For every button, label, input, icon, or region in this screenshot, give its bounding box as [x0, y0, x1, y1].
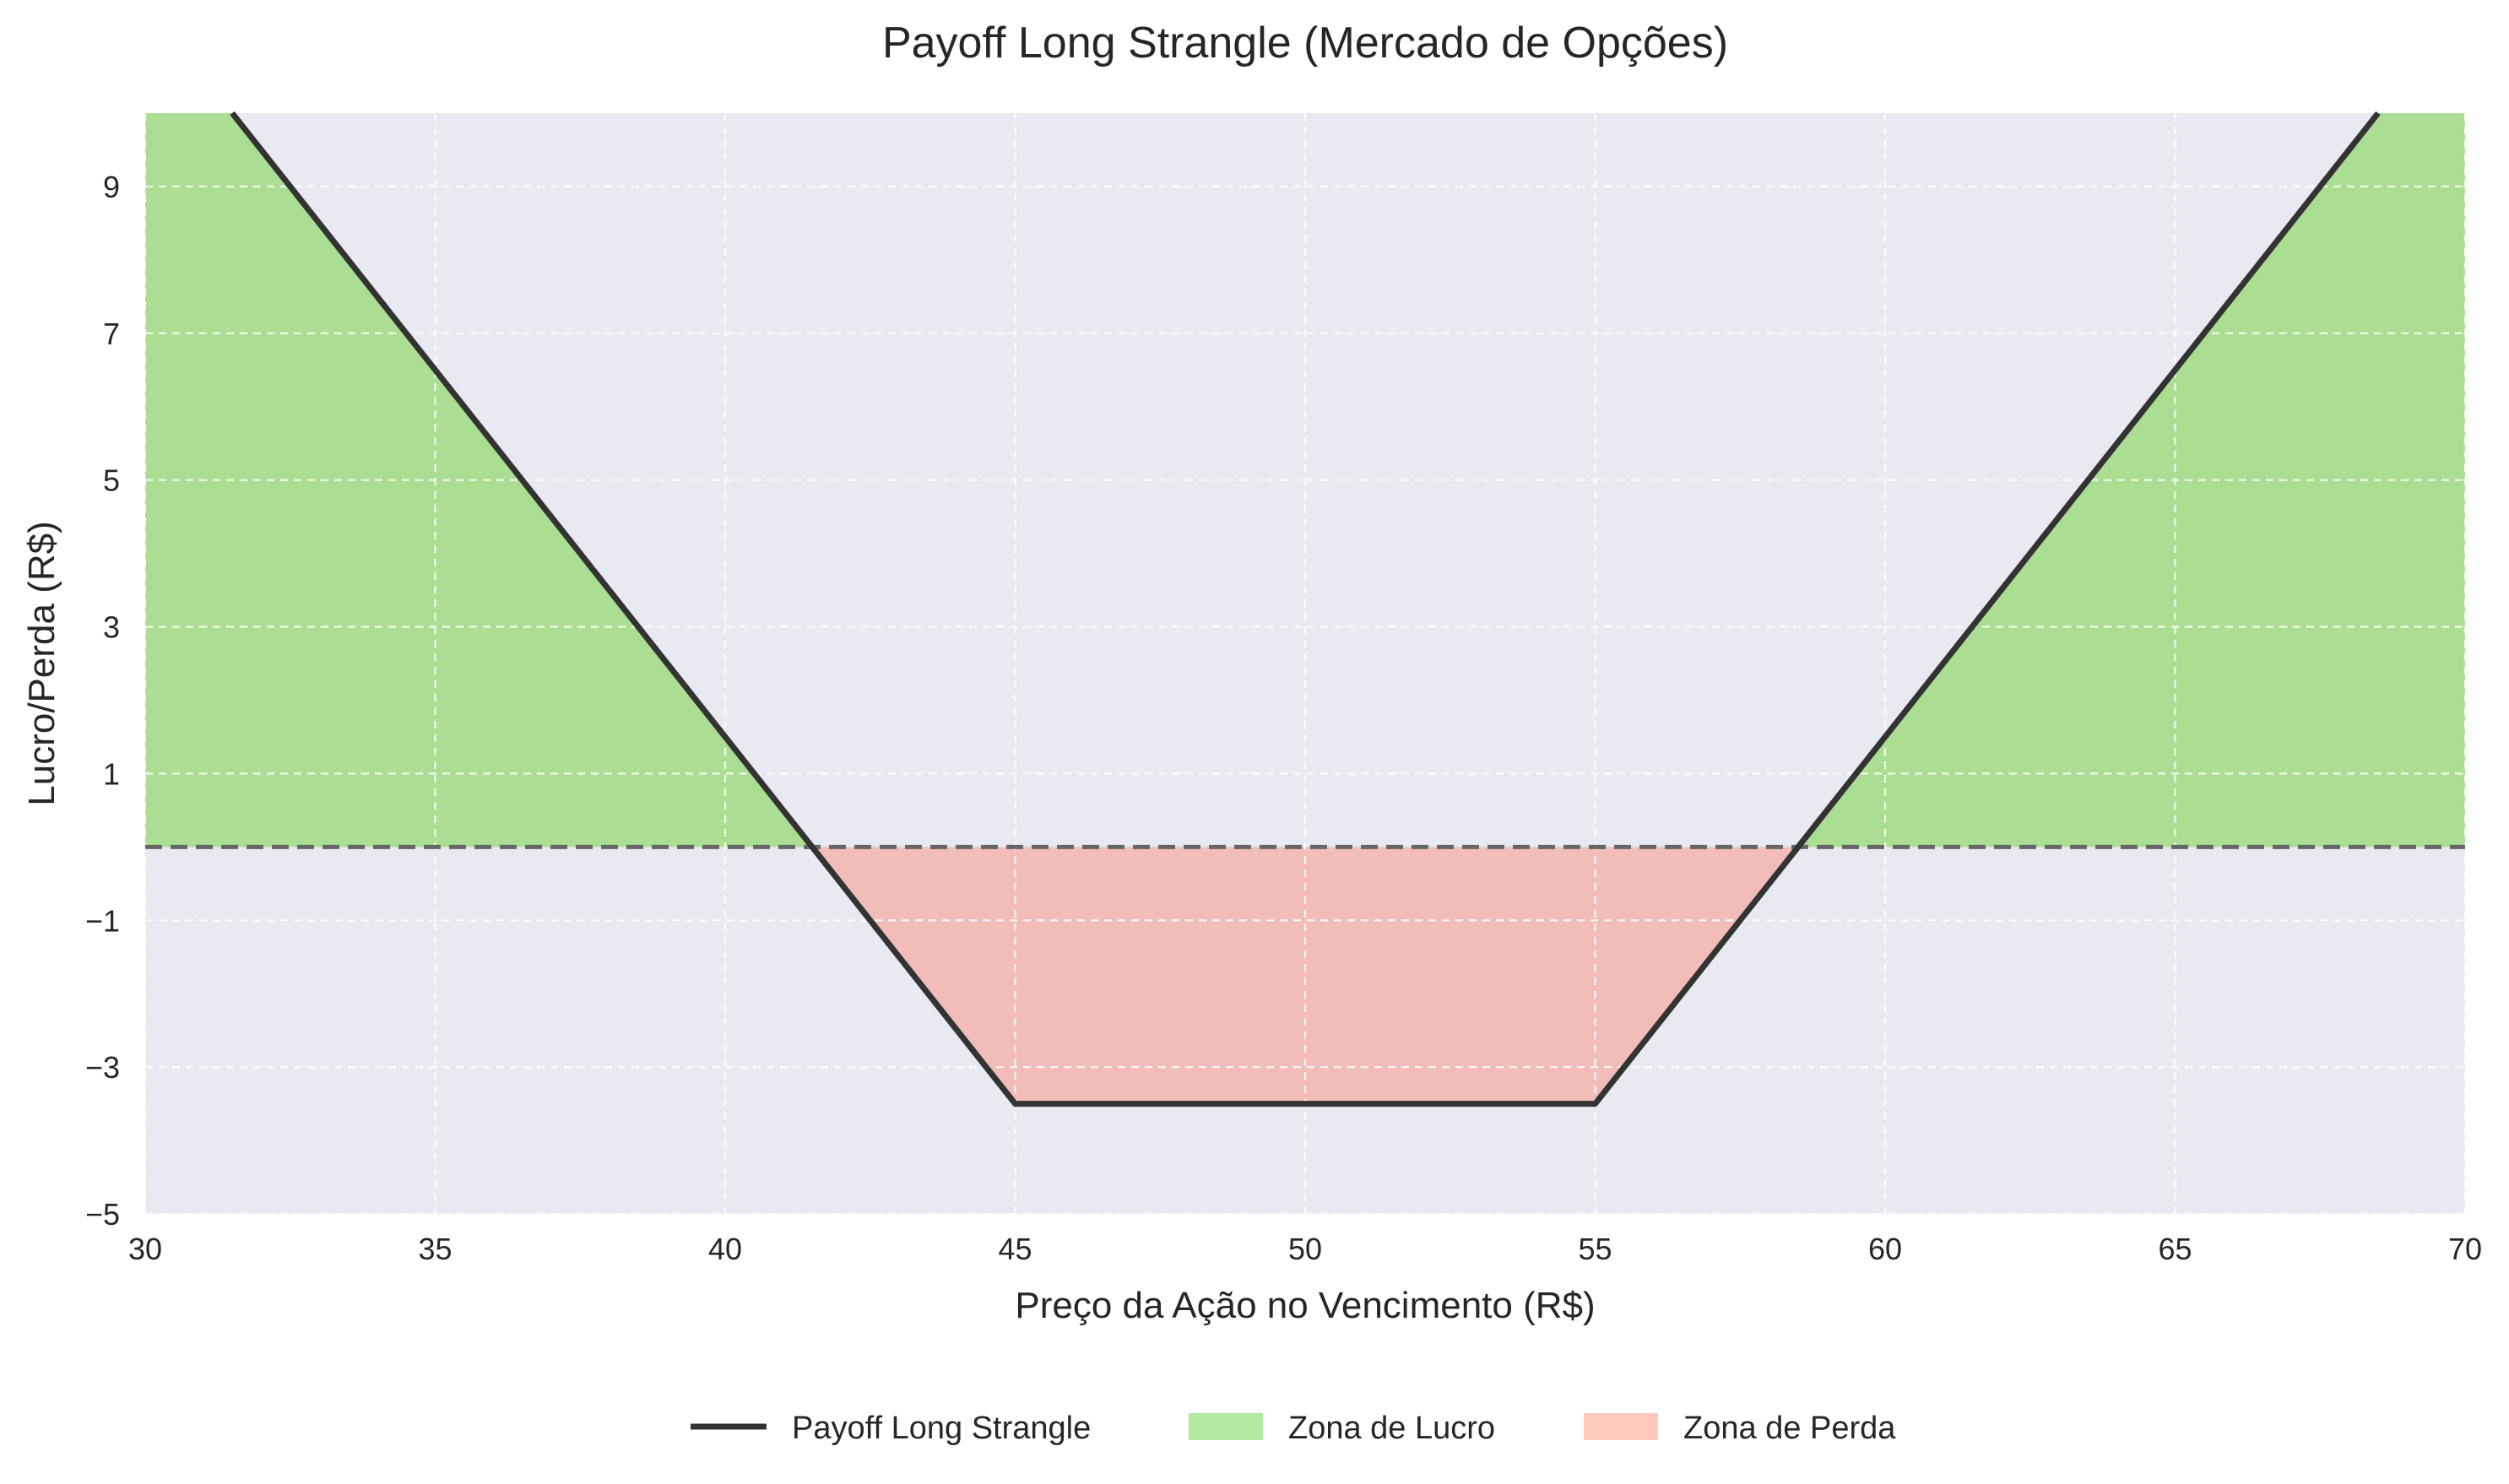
y-axis-label: Lucro/Perda (R$) — [21, 521, 62, 805]
y-tick-label: −3 — [85, 1050, 120, 1085]
plot-area — [144, 111, 2467, 1216]
x-tick-label: 65 — [2158, 1232, 2192, 1266]
y-tick-label: −5 — [85, 1197, 120, 1232]
y-tick-label: 9 — [103, 170, 120, 204]
x-tick-label: 45 — [998, 1232, 1032, 1266]
payoff-line — [230, 111, 2381, 1108]
x-tick-label: 40 — [708, 1232, 742, 1266]
x-tick-label: 55 — [1578, 1232, 1612, 1266]
legend-item: Payoff Long Strangle — [691, 1411, 1091, 1446]
legend-patch-swatch — [1584, 1413, 1658, 1440]
legend-patch-swatch — [1189, 1413, 1263, 1440]
y-tick-label: −1 — [85, 903, 120, 938]
x-tick-label: 35 — [418, 1232, 452, 1266]
x-axis-ticks: 30 35 40 45 50 55 60 65 70 — [128, 1232, 2482, 1266]
x-tick-label: 70 — [2448, 1232, 2482, 1266]
legend: Payoff Long Strangle Zona de Lucro Zona de… — [691, 1411, 1896, 1446]
y-tick-label: 5 — [103, 463, 120, 498]
x-tick-label: 30 — [128, 1232, 162, 1266]
legend-label: Zona de Lucro — [1288, 1411, 1495, 1446]
x-axis-label: Preço da Ação no Vencimento (R$) — [1015, 1285, 1595, 1326]
x-tick-label: 60 — [1868, 1232, 1902, 1266]
grid — [144, 113, 2467, 1216]
y-axis-ticks: −5 −3 −1 1 3 5 7 9 — [85, 170, 120, 1232]
legend-label: Zona de Perda — [1683, 1411, 1896, 1446]
y-tick-label: 7 — [103, 317, 120, 351]
chart-title: Payoff Long Strangle (Mercado de Opções) — [882, 19, 1728, 68]
x-tick-label: 50 — [1288, 1232, 1322, 1266]
legend-label: Payoff Long Strangle — [792, 1411, 1091, 1446]
y-tick-label: 3 — [103, 610, 120, 645]
legend-item: Zona de Perda — [1584, 1411, 1896, 1446]
legend-item: Zona de Lucro — [1189, 1411, 1495, 1446]
y-tick-label: 1 — [103, 756, 120, 791]
loss-zone-fill — [145, 847, 2465, 1104]
